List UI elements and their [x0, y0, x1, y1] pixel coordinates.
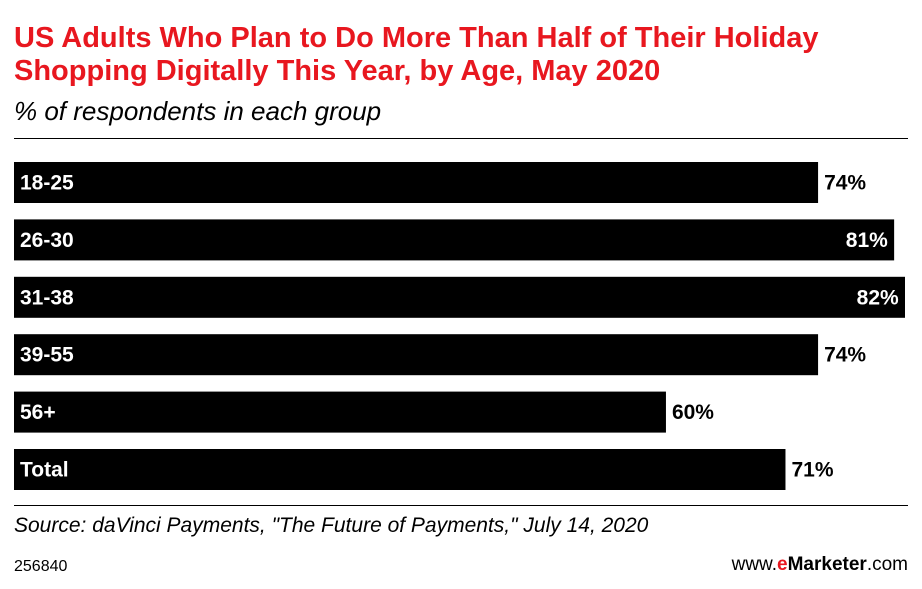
value-label-1: 81%: [846, 229, 888, 252]
value-label-3: 74%: [824, 344, 866, 367]
value-label-4: 60%: [672, 401, 714, 424]
brand-e: e: [777, 554, 788, 575]
category-label-3: 39-55: [20, 344, 74, 367]
category-label-0: 18-25: [20, 172, 74, 195]
bar-1: [14, 219, 895, 261]
brand-name: Marketer: [787, 554, 867, 575]
chart-id: 256840: [14, 558, 68, 575]
category-label-5: Total: [20, 459, 69, 482]
bottom-divider: [14, 505, 908, 506]
bar-4: [14, 391, 666, 433]
source-note: Source: daVinci Payments, "The Future of…: [14, 514, 649, 537]
brand-suffix: .com: [866, 554, 908, 575]
bar-0: [14, 162, 819, 203]
category-label-4: 56+: [20, 401, 56, 424]
category-label-1: 26-30: [20, 229, 74, 252]
bar-2: [14, 276, 905, 318]
bar-chart: 18-25 74% 26-30 81% 31-38 82% 39-55 74% 56+ 60% To…: [14, 162, 905, 490]
top-divider: [14, 138, 908, 139]
category-label-2: 31-38: [20, 286, 74, 309]
chart-title: US Adults Who Plan to Do More Than Half …: [14, 22, 819, 87]
chart-subtitle: % of respondents in each group: [14, 96, 382, 126]
value-label-0: 74%: [824, 172, 866, 195]
brand-logo: www.eMarketer.com: [732, 554, 908, 576]
brand-prefix: www.: [731, 554, 778, 575]
value-label-5: 71%: [791, 459, 833, 482]
bar-3: [14, 334, 819, 376]
value-label-2: 82%: [857, 286, 899, 309]
bar-5: [14, 449, 786, 490]
